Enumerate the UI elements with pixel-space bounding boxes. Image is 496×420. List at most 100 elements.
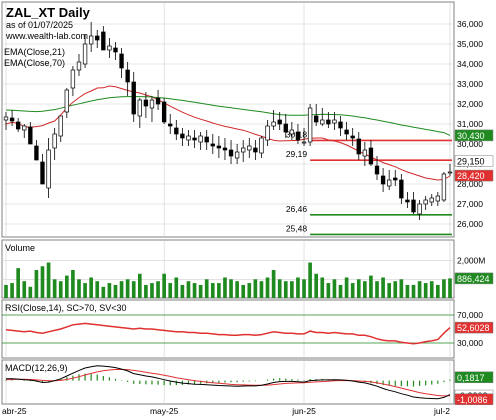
x-tick-label: may-25 [150, 406, 179, 416]
candle-body [247, 145, 252, 151]
volume-bar [186, 281, 191, 298]
volume-bar [89, 277, 93, 298]
volume-bar [192, 283, 197, 298]
candle-body [393, 177, 398, 181]
candle-body [52, 133, 57, 149]
price-tick-label: 34,000 [457, 59, 483, 69]
candle-body [192, 137, 197, 141]
badge-layer: 30,43029,15028,420886,42452,60280,1817-0… [454, 129, 494, 406]
candle-body [271, 121, 276, 127]
ema-line-0 [5, 85, 451, 181]
price-tick-label: 28,000 [457, 179, 483, 189]
volume-bar [338, 284, 343, 298]
price-tick-label: 35,000 [457, 39, 483, 49]
price-badge-2: 28,420 [457, 171, 485, 181]
volume-bar [107, 283, 112, 298]
volume-bar [101, 286, 106, 298]
rsi-pane [1, 299, 455, 359]
candle-body [374, 165, 380, 175]
volume-label: Volume [5, 243, 35, 253]
volume-bar [28, 286, 33, 298]
candle-body [107, 45, 112, 51]
volume-bar [144, 284, 148, 298]
volume-badge-bg [454, 272, 494, 285]
volume-bar [4, 284, 8, 298]
volume-bar [217, 283, 221, 298]
candle-body [423, 199, 428, 205]
candle-body [222, 147, 228, 151]
sr-label-1: 29,19 [286, 149, 308, 159]
price-badge-0-bg [454, 129, 494, 142]
volume-bar [34, 270, 39, 298]
volume-bar [320, 277, 325, 298]
volume-bar [429, 281, 434, 298]
candle-body [301, 141, 307, 144]
candle-body [253, 147, 258, 153]
volume-bar [363, 281, 367, 298]
macd-line [6, 365, 451, 400]
volume-bar [162, 273, 166, 298]
candle-body [28, 126, 33, 145]
grid-layer [2, 2, 454, 404]
volume-pane [1, 239, 455, 299]
candle-body [265, 125, 270, 141]
candle-body [380, 175, 386, 185]
chart-title: ZAL_XT Daily [6, 5, 91, 20]
volume-bar [22, 281, 27, 298]
macd-badge-2-bg [454, 393, 494, 406]
candle-body [174, 127, 179, 135]
candle-body [34, 145, 39, 161]
macd-badge-0-bg [454, 371, 494, 384]
rsi-label: RSI(Close,14), SC>70, SV<30 [5, 303, 127, 313]
volume-bar [95, 281, 100, 298]
x-tick-label: abr-25 [2, 406, 27, 416]
candle-body [82, 43, 88, 65]
volume-bar [168, 283, 173, 298]
volume-bar [314, 273, 319, 298]
candle-body [137, 99, 142, 117]
volume-bar [77, 279, 81, 298]
macd-label: MACD(12,26,9) [5, 363, 68, 373]
volume-bar [448, 278, 452, 298]
candle-body [320, 119, 325, 125]
candle-body [289, 129, 295, 135]
candle-body [40, 161, 45, 185]
volume-bar [350, 283, 355, 298]
chart-subtitle: as of 01/07/2025 [6, 20, 73, 30]
candle-body [228, 149, 234, 157]
candle-body [64, 89, 69, 113]
volume-bar [253, 279, 258, 298]
volume-bar [283, 281, 288, 298]
candle-body [149, 99, 155, 109]
volume-bar [277, 279, 282, 298]
candle-body [307, 107, 313, 143]
volume-bar [405, 284, 410, 298]
x-tick-label: jun-25 [291, 406, 316, 416]
volume-bar [387, 283, 392, 298]
candle-body [198, 135, 203, 143]
candle-body [168, 123, 173, 127]
candle-body [76, 61, 82, 71]
price-tick-label: 32,000 [457, 99, 483, 109]
price-tick-label: 27,000 [457, 199, 483, 209]
candle-body [58, 115, 63, 137]
volume-bar [125, 279, 130, 298]
candle-body [356, 138, 361, 155]
price-badge-2-bg [454, 169, 494, 182]
volume-bar [302, 279, 306, 298]
price-tick-label: 26,000 [457, 219, 483, 229]
candle-body [362, 149, 368, 157]
rsi-badge-bg [454, 321, 494, 334]
volume-bar [10, 283, 14, 298]
volume-tick-label: 2,000M [457, 256, 485, 266]
volume-bar [113, 284, 118, 298]
price-tick-label: 36,000 [457, 19, 483, 29]
volume-bar [64, 275, 69, 298]
candle-body [277, 119, 282, 125]
candle-body [180, 133, 185, 139]
volume-bar [131, 281, 136, 298]
macd-layer [5, 365, 451, 400]
candle-body [447, 171, 453, 174]
volume-bar [46, 262, 51, 298]
volume-bar [369, 275, 373, 298]
